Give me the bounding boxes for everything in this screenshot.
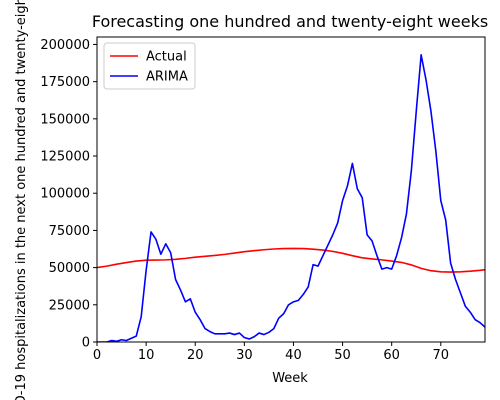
series-line-actual [97, 247, 485, 273]
legend-label-arima: ARIMA [146, 70, 188, 85]
y-tick-label: 125000 [40, 150, 90, 165]
plot-area [97, 54, 485, 342]
x-axis-title: Week [272, 371, 308, 386]
x-tick-label: 40 [285, 348, 302, 363]
y-tick-label: 0 [82, 336, 90, 351]
y-tick-label: 200000 [40, 38, 90, 53]
y-tick-label: 150000 [40, 112, 90, 127]
legend-label-actual: Actual [146, 50, 187, 65]
x-tick-label: 70 [433, 348, 450, 363]
y-axis-title: COVID-19 hospitalizations in the next on… [14, 0, 29, 400]
y-tick-label: 100000 [40, 187, 90, 202]
x-tick-label: 10 [138, 348, 155, 363]
y-tick-label: 50000 [49, 261, 90, 276]
y-tick-label: 175000 [40, 75, 90, 90]
y-tick-label: 75000 [49, 224, 90, 239]
x-tick-label: 60 [383, 348, 400, 363]
legend-box [103, 42, 196, 90]
chart-title: Forecasting one hundred and twenty-eight… [92, 12, 488, 31]
legend: Actual ARIMA [103, 42, 196, 90]
axes: 0 10 20 30 40 50 60 70 0 25000 50000 75000 100000 125… [40, 36, 486, 363]
x-tick-label: 50 [334, 348, 351, 363]
x-tick-label: 30 [236, 348, 253, 363]
plot-frame [96, 36, 486, 343]
x-tick-label: 0 [93, 348, 101, 363]
x-tick-label: 20 [187, 348, 204, 363]
y-tick-label: 25000 [49, 298, 90, 313]
series-line-arima [97, 54, 485, 342]
